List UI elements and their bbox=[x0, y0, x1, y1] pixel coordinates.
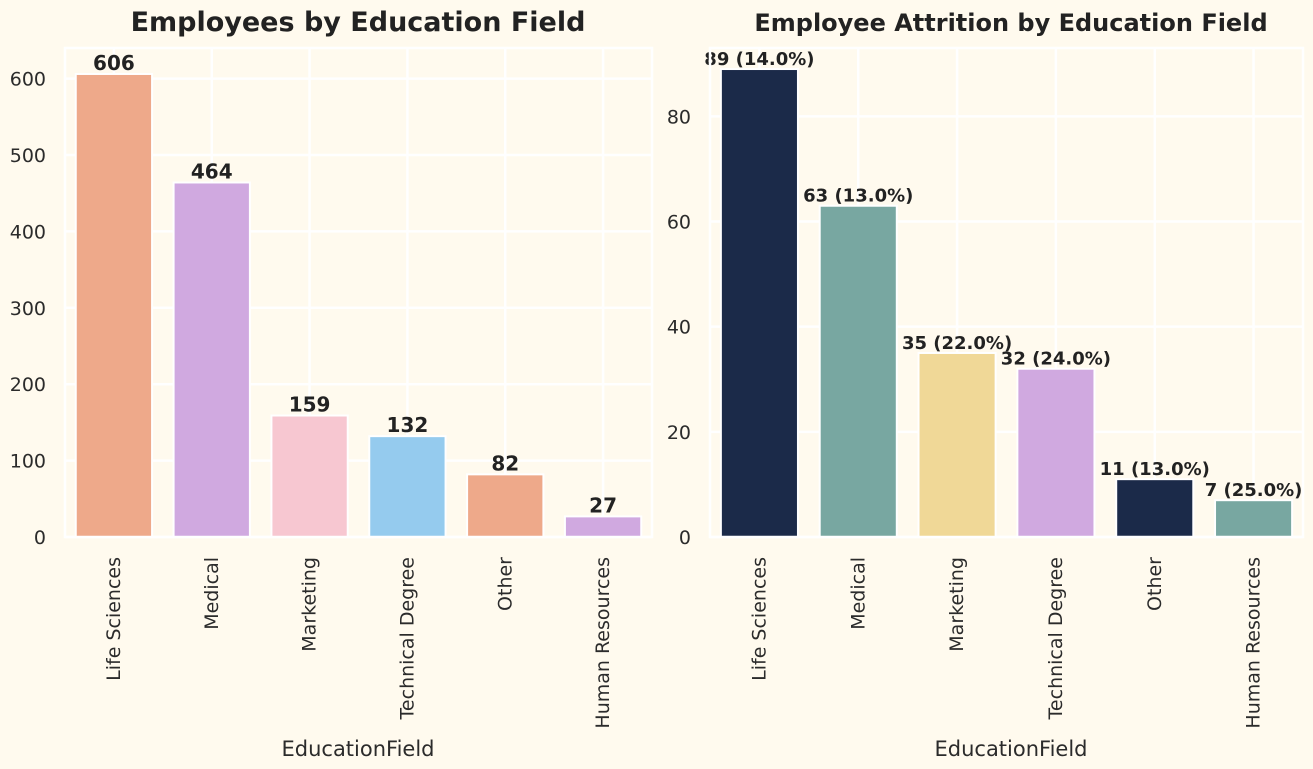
x-tick-label: Other bbox=[1144, 557, 1166, 611]
bar-other bbox=[466, 473, 545, 538]
bar-value-label: 63 (13.0%) bbox=[803, 186, 913, 207]
bar-marketing bbox=[270, 414, 349, 539]
y-tick-label: 600 bbox=[10, 69, 46, 91]
x-tick-label: Life Sciences bbox=[748, 557, 770, 681]
x-axis-label: EducationField bbox=[934, 737, 1087, 761]
y-tick-label: 300 bbox=[10, 298, 46, 320]
bar-human-resources bbox=[1214, 499, 1294, 538]
y-tick-label: 80 bbox=[667, 106, 691, 128]
bar-technical-degree bbox=[368, 435, 447, 538]
bar-other bbox=[1115, 478, 1195, 538]
chart-employees-by-education-field: Employees by Education Field 0 100 200 300 40… bbox=[10, 7, 654, 761]
chart-employee-attrition-by-education-field: Employee Attrition by Education Field 0 20… bbox=[667, 9, 1305, 761]
plot-frame bbox=[63, 46, 654, 539]
bar-human-resources bbox=[563, 515, 643, 538]
bar-technical-degree bbox=[1016, 367, 1096, 539]
x-tick-label: Medical bbox=[201, 557, 223, 630]
x-tick-label: Life Sciences bbox=[103, 557, 125, 681]
bar-value-label: 606 bbox=[93, 51, 135, 75]
bar-value-label: 27 bbox=[589, 493, 617, 517]
bar-value-label: 82 bbox=[491, 451, 519, 475]
x-tick-label: Marketing bbox=[946, 557, 968, 652]
y-tick-label: 200 bbox=[10, 374, 46, 396]
bar-medical bbox=[818, 204, 898, 538]
bar-value-label: 7 (25.0%) bbox=[1205, 480, 1303, 501]
x-tick-label: Other bbox=[494, 557, 516, 611]
bar-value-label: 35 (22.0%) bbox=[902, 333, 1012, 354]
x-tick-label: Medical bbox=[847, 557, 869, 630]
bar-value-label: 159 bbox=[289, 393, 331, 417]
chart-title: Employees by Education Field bbox=[131, 7, 586, 38]
x-tick-label: Human Resources bbox=[1243, 557, 1265, 729]
x-axis-label: EducationField bbox=[281, 737, 434, 761]
y-tick-label: 40 bbox=[667, 317, 691, 339]
x-tick-label: Technical Degree bbox=[396, 557, 418, 720]
y-tick-label: 400 bbox=[10, 221, 46, 243]
x-tick-label: Technical Degree bbox=[1045, 557, 1067, 720]
x-tick-label: Marketing bbox=[299, 557, 321, 652]
y-tick-label: 60 bbox=[667, 212, 691, 234]
y-tick-label: 100 bbox=[10, 451, 46, 473]
y-tick-label: 20 bbox=[667, 422, 691, 444]
bar-marketing bbox=[917, 351, 997, 538]
y-tick-label: 0 bbox=[679, 527, 691, 549]
bar-life-sciences bbox=[74, 72, 154, 539]
plot-frame bbox=[708, 46, 1305, 539]
x-tick-label: Human Resources bbox=[592, 557, 614, 729]
bar-value-label: 89 (14.0%) bbox=[704, 49, 814, 70]
bar-value-label: 132 bbox=[387, 413, 429, 437]
bar-life-sciences bbox=[719, 68, 799, 538]
bar-medical bbox=[172, 181, 251, 538]
bar-value-label: 32 (24.0%) bbox=[1001, 349, 1111, 370]
y-tick-label: 0 bbox=[34, 527, 46, 549]
y-tick-label: 500 bbox=[10, 145, 46, 167]
bar-value-label: 11 (13.0%) bbox=[1100, 459, 1210, 480]
bar-value-label: 464 bbox=[191, 159, 233, 183]
chart-title: Employee Attrition by Education Field bbox=[754, 9, 1267, 37]
